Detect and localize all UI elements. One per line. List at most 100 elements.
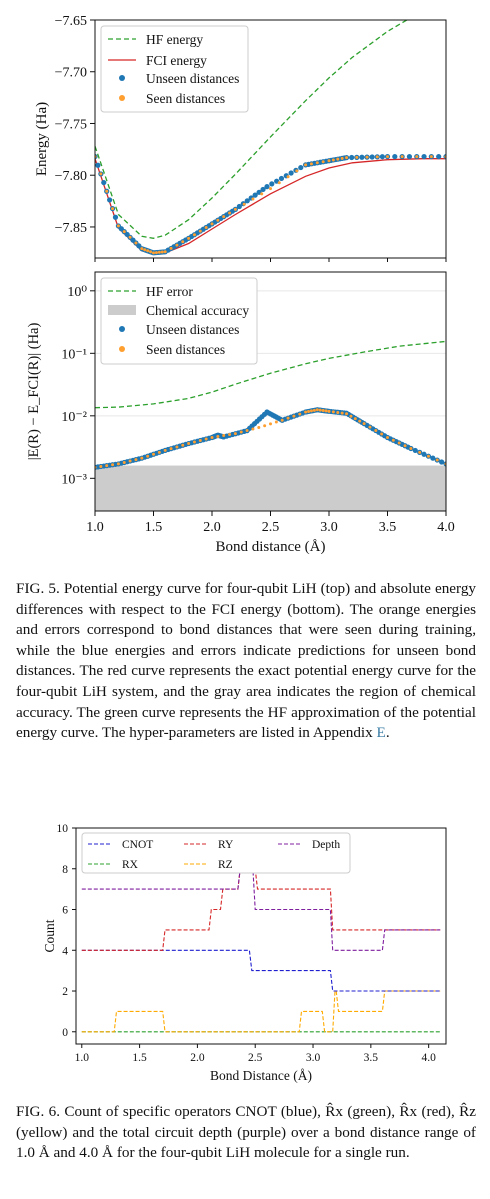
count-ytick-label: 10 [57,823,69,835]
count-xtick-label: 4.0 [421,1052,436,1064]
energy-plot-area [95,20,446,256]
seen-error-point [116,462,120,466]
seen-error-point [336,411,340,415]
seen-error-point [163,448,167,452]
seen-error-point [362,422,366,426]
seen-energy-point [327,159,331,163]
seen-error-point [418,450,422,454]
count-xtick-label: 3.5 [364,1052,379,1064]
seen-error-point [315,408,319,412]
count-ytick-label: 0 [62,1027,68,1039]
count-ytick-label: 4 [62,945,68,957]
count-ytick-label: 2 [62,986,68,998]
seen-energy-point [429,155,433,159]
seen-error-point [331,410,335,414]
seen-error-point [353,417,357,421]
seen-energy-point [146,249,150,253]
unseen-energy-point [107,197,113,203]
seen-energy-point [315,161,319,165]
unseen-energy-point [95,162,101,168]
error-panel: 10⁰ 10⁻¹ 10⁻² 10⁻³ 1.0 1.5 2.0 2.5 3.0 3.5 4.0 |E(R… [26,271,455,555]
count-legend-label: RX [122,859,139,871]
error-ytick-label: 10⁻² [61,410,87,425]
seen-energy-point [415,155,419,159]
seen-energy-point [286,175,290,179]
error-legend-label: Seen distances [146,342,225,357]
seen-error-point [435,458,439,462]
seen-error-point [391,438,395,442]
error-xtick-label: 1.0 [86,520,104,535]
seen-error-point [233,432,237,436]
seen-error-point [152,452,155,456]
seen-energy-point [340,156,344,160]
seen-energy-point [222,215,226,219]
seen-error-point [309,409,313,413]
seen-energy-point [169,246,173,250]
count-line-rz [81,990,441,1033]
seen-error-point [263,424,267,428]
seen-energy-point [355,155,359,159]
seen-energy-point [128,235,132,239]
count-legend-label: RY [218,839,234,851]
seen-error-point [157,450,161,454]
legend-seen-error-swatch [119,346,125,352]
unseen-energy-point [406,153,413,160]
seen-energy-point [181,240,185,244]
count-xlabel: Bond Distance (Å) [210,1068,312,1083]
unseen-energy-point [278,175,285,182]
seen-energy-point [149,250,153,254]
seen-error-point [397,441,401,445]
seen-energy-point [375,155,379,159]
seen-energy-point [157,250,161,254]
count-xtick-label: 1.5 [132,1052,147,1064]
energy-panel: Energy (Ha) −7.65 −7.70 −7.75 −7.80 −7.85 HF e… [34,14,447,262]
seen-error-point [198,439,202,443]
energy-ytick-label: −7.85 [55,221,87,236]
legend-unseen-error-swatch [119,326,125,332]
seen-error-point [280,418,284,422]
count-ylabel: Count [42,919,57,952]
seen-error-point [105,464,109,468]
seen-error-point [222,434,226,438]
energy-legend-label: FCI energy [146,53,207,68]
count-xtick-label: 3.0 [306,1052,321,1064]
seen-error-point [128,459,132,463]
seen-energy-point [99,172,103,176]
unseen-error-point [421,451,427,457]
appendix-link[interactable]: E [376,724,386,742]
count-legend-label: CNOT [122,839,153,851]
unseen-energy-point [264,184,270,190]
count-xtick-label: 1.0 [75,1052,90,1064]
unseen-energy-point [349,154,355,161]
error-ytick-label: 10⁻¹ [61,347,87,362]
seen-error-point [312,408,316,412]
seen-error-point [298,412,302,416]
seen-energy-point [336,157,340,161]
energy-ytick-label: −7.70 [55,66,87,81]
seen-error-point [327,409,331,413]
seen-error-point [192,440,196,444]
seen-error-point [122,460,126,464]
seen-energy-point [163,250,167,254]
seen-energy-point [233,207,237,211]
seen-error-point [318,408,322,412]
seen-energy-point [260,192,264,196]
unseen-error-point [430,455,436,461]
error-xtick-label: 4.0 [437,520,455,535]
error-ytick-label: 10⁻³ [61,472,87,487]
error-ytick-label: 10⁰ [67,285,87,300]
seen-energy-point [309,162,313,166]
seen-energy-point [140,247,144,251]
unseen-energy-point [369,154,375,160]
energy-legend-label: Seen distances [146,91,225,106]
error-xtick-label: 1.5 [145,520,163,535]
hf-error-line [95,340,446,409]
unseen-energy-point [436,153,442,160]
count-xtick-label: 2.0 [190,1052,205,1064]
unseen-energy-point [244,198,250,204]
caption-end: . [385,724,390,742]
error-ylabel: |E(R) − E_FCI(R)| (Ha) [26,323,42,461]
seen-error-point [368,425,372,429]
figure-5-caption: FIG. 5. Potential energy curve for four-… [16,579,476,744]
seen-energy-point [242,202,246,206]
